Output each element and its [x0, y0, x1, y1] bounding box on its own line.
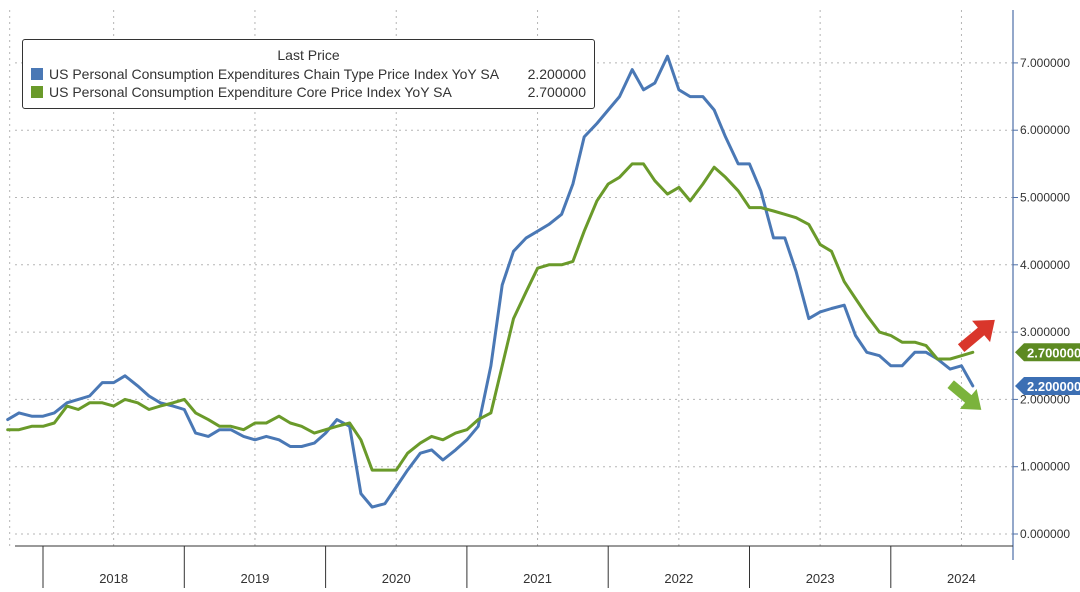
- legend-label-pce: US Personal Consumption Expenditures Cha…: [49, 66, 500, 82]
- x-year-label: 2020: [382, 571, 411, 586]
- legend-value-core: 2.700000: [527, 84, 586, 100]
- y-tick-label: 2.000000: [1020, 392, 1070, 406]
- series-line-pce: [6, 54, 975, 509]
- legend-title: Last Price: [277, 47, 340, 63]
- badge-label: 2.700000: [1027, 345, 1080, 360]
- x-year-label: 2018: [99, 571, 128, 586]
- arrow-shape: [957, 319, 995, 352]
- series-line-core: [6, 162, 975, 472]
- badge-shape: [1015, 376, 1080, 395]
- legend-value-pce: 2.200000: [527, 66, 586, 82]
- y-tick-label: 4.000000: [1020, 258, 1070, 272]
- x-year-label: 2022: [664, 571, 693, 586]
- annotation-arrows: [947, 319, 995, 410]
- last-value-badge-pce: 2.200000: [1015, 376, 1080, 395]
- green-down-arrow: [947, 380, 982, 410]
- badge-label: 2.200000: [1027, 379, 1080, 394]
- legend-entry-core: US Personal Consumption Expenditure Core…: [31, 83, 586, 101]
- horizontal-gridlines: [15, 62, 1013, 535]
- y-tick-label: 7.000000: [1020, 56, 1070, 70]
- x-year-label: 2019: [240, 571, 269, 586]
- badge-shape: [1015, 343, 1080, 362]
- last-value-badges: 2.200000 2.700000: [1015, 343, 1080, 395]
- y-tick-label: 1.000000: [1020, 460, 1070, 474]
- x-year-label: 2021: [523, 571, 552, 586]
- y-tick-label: 0.000000: [1020, 527, 1070, 541]
- last-value-badge-core: 2.700000: [1015, 343, 1080, 362]
- x-year-label: 2024: [947, 571, 976, 586]
- legend-swatch-core: [31, 86, 43, 98]
- x-axis-years: 2018 2019 2020 2021 2022 2023 2024: [42, 546, 976, 588]
- red-up-arrow: [957, 319, 995, 352]
- y-tick-label: 6.000000: [1020, 123, 1070, 137]
- y-tick-label: 5.000000: [1020, 191, 1070, 205]
- legend: Last Price US Personal Consumption Expen…: [22, 39, 595, 109]
- arrow-shape: [947, 380, 982, 410]
- x-year-label: 2023: [806, 571, 835, 586]
- y-axis-ticks: 0.000000 1.000000 2.000000 3.000000 4.000000…: [1013, 56, 1070, 541]
- series-layer: [6, 54, 975, 509]
- y-tick-label: 3.000000: [1020, 325, 1070, 339]
- legend-label-core: US Personal Consumption Expenditure Core…: [49, 84, 452, 100]
- legend-swatch-pce: [31, 68, 43, 80]
- legend-entry-pce: US Personal Consumption Expenditures Cha…: [31, 65, 586, 83]
